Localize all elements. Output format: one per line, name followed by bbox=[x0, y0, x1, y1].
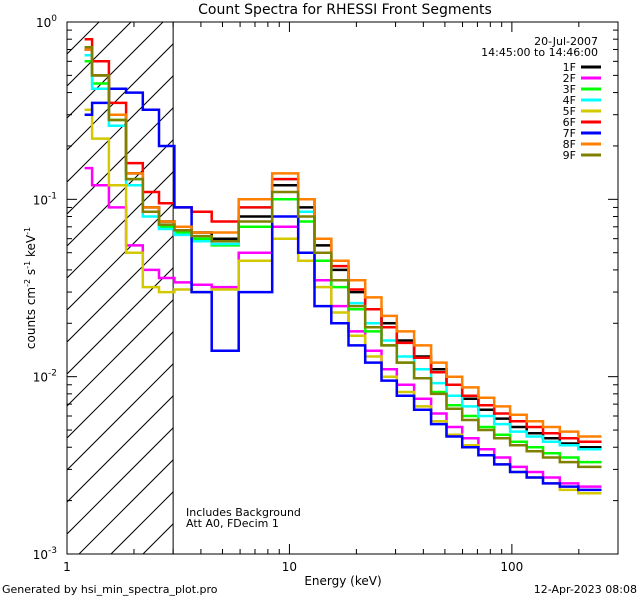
x-tick-label: 10 bbox=[282, 560, 297, 574]
series-line-9F bbox=[84, 46, 602, 469]
hatch-line bbox=[67, 427, 174, 535]
hatch-line bbox=[67, 75, 174, 183]
y-axis-label-main: counts cm bbox=[24, 287, 38, 349]
x-axis: 1 10 100 bbox=[63, 22, 619, 574]
plot-frame bbox=[66, 21, 619, 555]
hatch-line bbox=[67, 203, 174, 311]
y-axis-label-mid: s bbox=[24, 269, 38, 279]
legend-label-9F: 9F bbox=[563, 149, 576, 162]
legend-label-7F: 7F bbox=[563, 127, 576, 140]
annotation-background: Includes Background bbox=[186, 506, 301, 519]
y-axis: 100 10-1 10-2 10-3 bbox=[33, 14, 618, 562]
legend-label-2F: 2F bbox=[563, 72, 576, 85]
annotation-attenuator: Att A0, FDecim 1 bbox=[186, 517, 279, 530]
y-axis-label: counts cm-2 s-1 keV-1 bbox=[23, 227, 38, 349]
legend-label-5F: 5F bbox=[563, 105, 576, 118]
time-range-label: 14:45:00 to 14:46:00 bbox=[481, 46, 598, 59]
y-tick-label: 10-2 bbox=[33, 369, 57, 385]
hatch-line bbox=[67, 22, 164, 119]
y-axis-label-sup3: -1 bbox=[23, 227, 32, 235]
y-axis-label-sup2: -1 bbox=[23, 261, 32, 269]
legend-label-6F: 6F bbox=[563, 116, 576, 129]
date-label: 20-Jul-2007 bbox=[534, 35, 598, 48]
x-tick-label: 1 bbox=[63, 560, 71, 574]
hatch-line bbox=[78, 459, 174, 554]
legend-label-4F: 4F bbox=[563, 94, 576, 107]
chart-title: Count Spectra for RHESSI Front Segments bbox=[198, 2, 492, 18]
hatch-line bbox=[67, 107, 174, 215]
series-line-2F bbox=[84, 166, 602, 488]
hatch-line bbox=[67, 43, 174, 151]
y-tick-label: 10-3 bbox=[33, 546, 57, 562]
hatch-line bbox=[67, 363, 174, 471]
footer-generated-by: Generated by hsi_min_spectra_plot.pro bbox=[2, 583, 218, 596]
y-axis-label-end: keV bbox=[24, 234, 38, 261]
series-line-7F bbox=[84, 87, 602, 492]
y-axis-label-sup1: -2 bbox=[23, 279, 32, 287]
legend-label-1F: 1F bbox=[563, 61, 576, 74]
hatch-line bbox=[67, 235, 174, 343]
x-tick-label: 100 bbox=[500, 560, 523, 574]
y-tick-label: 10-1 bbox=[33, 191, 57, 207]
y-tick-label: 100 bbox=[36, 14, 57, 30]
footer-timestamp: 12-Apr-2023 08:08 bbox=[533, 583, 637, 596]
x-axis-label: Energy (keV) bbox=[304, 574, 381, 588]
spectra-series-group bbox=[84, 37, 602, 495]
series-line-6F bbox=[84, 37, 602, 443]
hatch-line bbox=[67, 395, 174, 503]
legend-label-8F: 8F bbox=[563, 138, 576, 151]
legend-label-3F: 3F bbox=[563, 83, 576, 96]
